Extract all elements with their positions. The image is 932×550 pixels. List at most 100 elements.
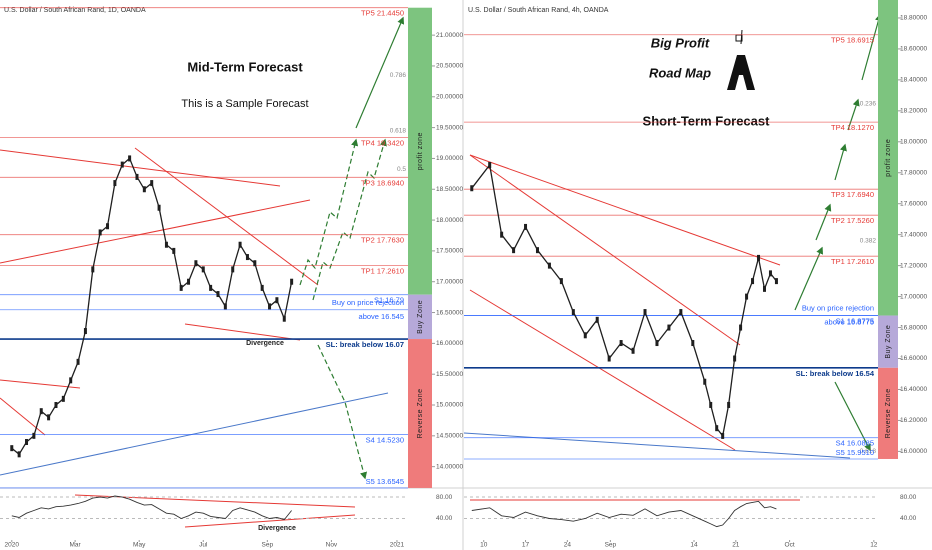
rsi-line <box>11 495 292 521</box>
annotation: Divergence <box>258 525 296 532</box>
y-tick-label: 21.00000 <box>436 32 463 39</box>
zone <box>878 315 898 368</box>
annotation: Mid-Term Forecast <box>187 59 303 74</box>
rsi-line <box>471 500 777 528</box>
candle <box>607 355 611 362</box>
x-tick-label: 14 <box>690 542 698 549</box>
candle <box>727 401 731 408</box>
candle <box>172 247 176 254</box>
level-label: S1 16.79 <box>374 296 404 305</box>
level-label: TP3 17.6940 <box>831 190 874 199</box>
x-tick-label: 2020 <box>5 542 20 549</box>
level-label: S1 16.8775 <box>836 317 874 326</box>
zone <box>408 339 432 488</box>
price-line <box>471 163 777 438</box>
candle <box>559 278 563 285</box>
level-label: S4 14.5230 <box>366 435 404 444</box>
candle <box>739 324 743 331</box>
level-label: Buy on price rejection <box>332 298 404 307</box>
rsi-tick-label: 80.00 <box>900 494 917 501</box>
candle <box>238 241 242 248</box>
zone-label: Buy Zone <box>885 325 892 359</box>
candle <box>164 241 168 248</box>
level-label: TP1 17.2610 <box>361 267 404 276</box>
x-tick-label: 12 <box>870 542 878 549</box>
level-label: SL: break below 16.07 <box>326 340 404 349</box>
candle <box>32 432 36 439</box>
candle <box>524 223 528 230</box>
candle <box>76 358 80 365</box>
candle <box>245 254 249 261</box>
fib-label: 0.382 <box>860 238 877 245</box>
x-tick-label: May <box>133 542 146 549</box>
level-label: S4 16.0885 <box>836 439 874 448</box>
annotation: Short-Term Forecast <box>643 113 771 128</box>
fib-label: 0.618 <box>390 127 407 134</box>
candle <box>619 340 623 347</box>
y-tick-label: 18.80000 <box>900 15 927 22</box>
zone <box>878 0 898 316</box>
y-tick-label: 18.20000 <box>900 108 927 115</box>
level-sublabel: above 16.8775 <box>824 318 874 327</box>
candle <box>216 291 220 298</box>
candle <box>757 254 761 261</box>
y-tick-label: 17.50000 <box>436 248 463 255</box>
x-tick-label: 2021 <box>390 542 405 549</box>
zone <box>408 294 432 340</box>
candle <box>91 266 95 273</box>
y-tick-label: 16.00000 <box>436 340 463 347</box>
candle <box>679 309 683 316</box>
candle <box>61 395 65 402</box>
y-tick-label: 14.00000 <box>436 463 463 470</box>
x-tick-label: 21 <box>732 542 740 549</box>
candle <box>715 425 719 432</box>
candle <box>768 270 772 277</box>
candle <box>39 408 43 415</box>
y-tick-label: 17.00000 <box>900 293 927 300</box>
candle <box>142 186 146 193</box>
candle <box>703 378 707 385</box>
candle <box>194 260 198 267</box>
candle <box>547 262 551 269</box>
y-tick-label: 18.60000 <box>900 46 927 53</box>
y-tick-label: 18.50000 <box>436 186 463 193</box>
y-tick-label: 19.50000 <box>436 124 463 131</box>
candle <box>209 284 213 291</box>
candle <box>201 266 205 273</box>
y-tick-label: 16.20000 <box>900 417 927 424</box>
candle <box>512 247 516 254</box>
candle <box>179 284 183 291</box>
annotation: Road Map <box>649 65 711 80</box>
candle <box>275 297 279 304</box>
candle <box>721 432 725 439</box>
candle <box>47 414 51 421</box>
y-tick-label: 16.40000 <box>900 386 927 393</box>
fib-label: 0.618 <box>860 448 877 455</box>
candle <box>745 293 749 300</box>
y-tick-label: 17.00000 <box>436 278 463 285</box>
y-tick-label: 17.60000 <box>900 200 927 207</box>
candle <box>631 347 635 354</box>
chart-title: U.S. Dollar / South African Rand, 4h, OA… <box>468 7 609 14</box>
candle <box>667 324 671 331</box>
rsi-tick-label: 40.00 <box>900 515 917 522</box>
x-tick-label: Mar <box>70 542 82 549</box>
y-tick-label: 16.50000 <box>436 309 463 316</box>
level-label: TP4 19.3420 <box>361 138 404 147</box>
candle <box>655 340 659 347</box>
rsi-tick-label: 40.00 <box>436 515 453 522</box>
candle <box>54 402 58 409</box>
y-tick-label: 15.50000 <box>436 371 463 378</box>
candle <box>500 231 504 238</box>
candle <box>120 161 124 168</box>
candle <box>231 266 235 273</box>
zone <box>878 367 898 459</box>
fib-label: 0.236 <box>860 101 877 108</box>
y-tick-label: 20.00000 <box>436 94 463 101</box>
level-label: Buy on price rejection <box>802 304 874 313</box>
candle <box>470 185 474 192</box>
candle <box>69 377 73 384</box>
fib-label: 0.786 <box>390 72 407 79</box>
